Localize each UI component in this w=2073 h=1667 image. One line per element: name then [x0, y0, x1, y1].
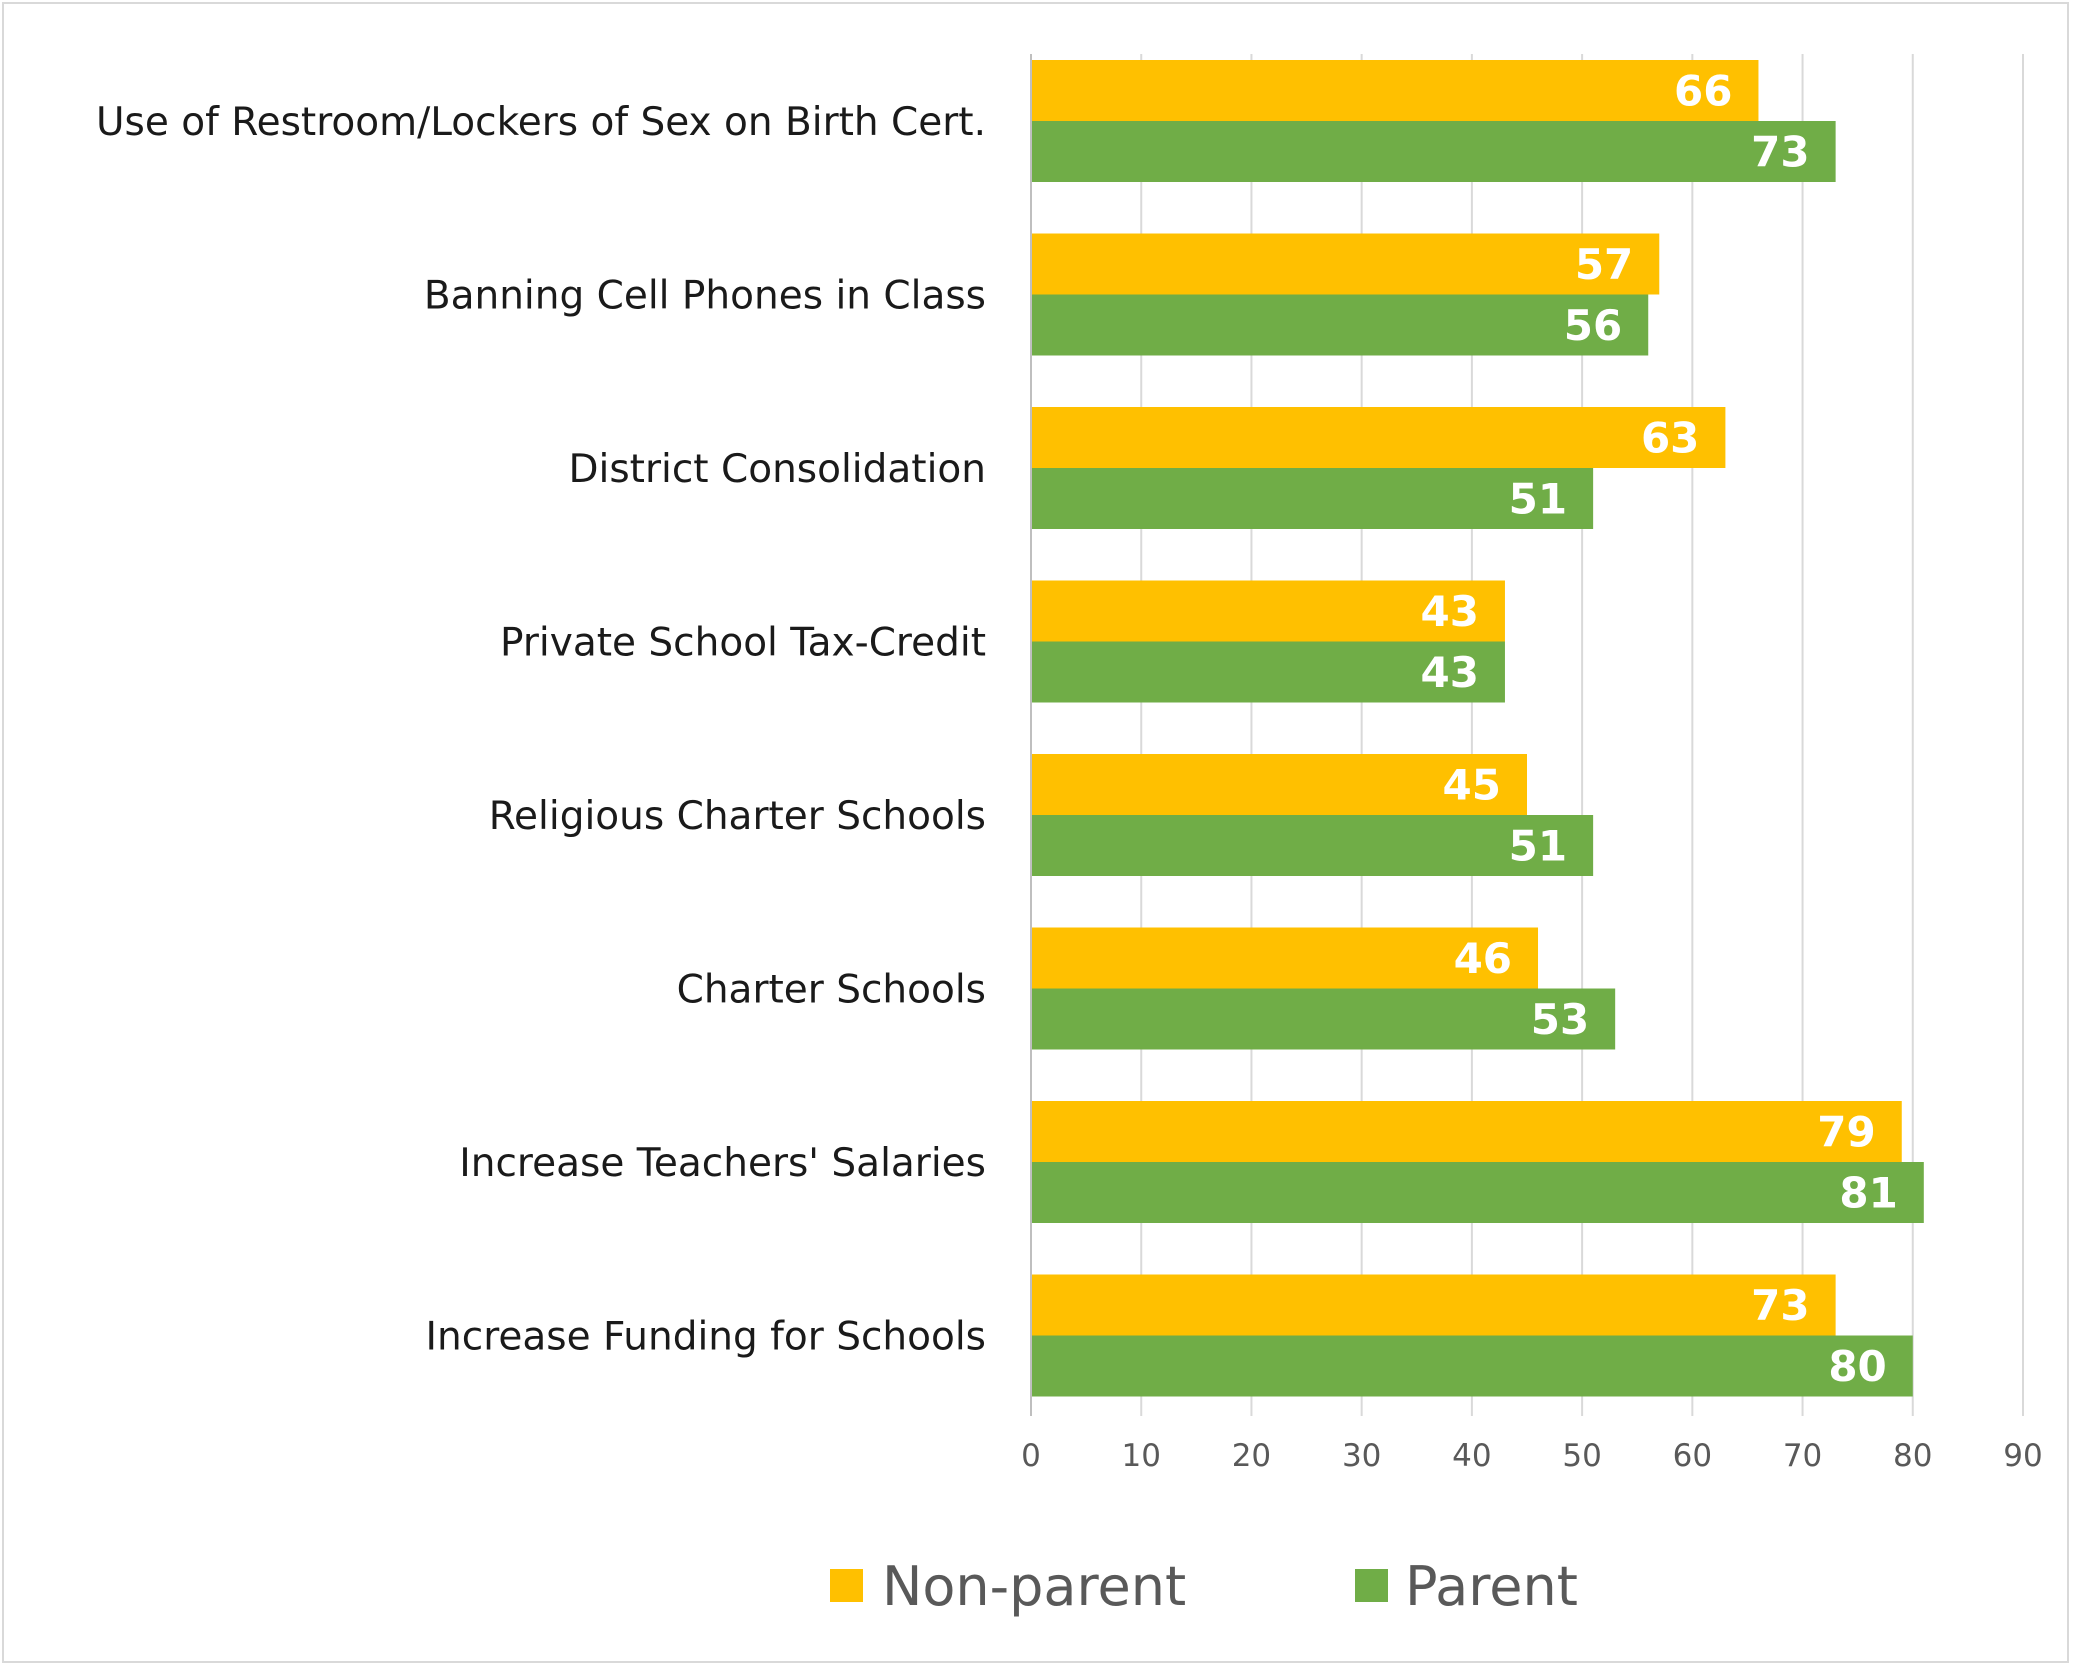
category-label: Increase Funding for Schools: [426, 1315, 986, 1360]
bar-non-parent: [1031, 407, 1726, 468]
x-tick-label: 70: [1783, 1438, 1822, 1474]
data-label: 80: [1828, 1342, 1886, 1391]
data-label: 46: [1454, 934, 1512, 983]
x-tick-label: 60: [1673, 1438, 1712, 1474]
data-label: 53: [1531, 995, 1589, 1044]
x-tick-label: 20: [1232, 1438, 1271, 1474]
bar-parent: [1031, 1335, 1913, 1397]
bar-parent: [1031, 641, 1505, 703]
data-label: 57: [1575, 240, 1633, 289]
legend: Non-parent Parent: [830, 1555, 1578, 1618]
x-tick-label: 90: [2003, 1438, 2042, 1474]
bar-non-parent: [1031, 1274, 1836, 1336]
x-tick-label: 50: [1562, 1438, 1601, 1474]
legend-swatch: [1355, 1569, 1388, 1602]
bars: [1031, 60, 1924, 1397]
bar-parent: [1031, 121, 1836, 182]
bar-parent: [1031, 1162, 1924, 1223]
data-label: 81: [1839, 1169, 1897, 1218]
data-label: 66: [1674, 67, 1732, 116]
legend-label: Parent: [1405, 1555, 1578, 1618]
bar-non-parent: [1031, 60, 1759, 121]
x-tick-label: 10: [1121, 1438, 1160, 1474]
bar-non-parent: [1031, 233, 1660, 295]
data-label: 51: [1509, 822, 1567, 871]
data-label: 63: [1641, 414, 1699, 463]
bar-non-parent: [1031, 1101, 1902, 1162]
data-label: 79: [1817, 1108, 1875, 1157]
data-label: 73: [1751, 1281, 1809, 1330]
category-label: Banning Cell Phones in Class: [424, 274, 986, 319]
x-tick-label: 0: [1021, 1438, 1041, 1474]
bar-chart: 0 10 20 30 40 50 60 70 80 90 66 73 Use of Restroom/L…: [96, 54, 2043, 1618]
category-label: Use of Restroom/Lockers of Sex on Birth …: [96, 100, 986, 145]
bar-non-parent: [1031, 580, 1505, 642]
bar-parent: [1031, 988, 1616, 1050]
data-label: 45: [1443, 761, 1501, 810]
x-tick-label: 80: [1893, 1438, 1932, 1474]
bar-parent: [1031, 468, 1594, 529]
category-label: Increase Teachers' Salaries: [459, 1141, 986, 1186]
category-label: Religious Charter Schools: [489, 794, 986, 839]
labels: 0 10 20 30 40 50 60 70 80 90 66 73 Use of Restroom/L…: [96, 67, 2043, 1475]
legend-label: Non-parent: [882, 1555, 1186, 1618]
data-label: 56: [1564, 301, 1622, 350]
legend-swatch: [830, 1569, 863, 1602]
category-label: District Consolidation: [569, 447, 987, 492]
bar-non-parent: [1031, 754, 1527, 815]
category-label: Private School Tax-Credit: [500, 621, 986, 666]
data-label: 43: [1421, 587, 1479, 636]
x-tick-label: 30: [1342, 1438, 1381, 1474]
data-label: 43: [1421, 648, 1479, 697]
bar-parent: [1031, 294, 1649, 356]
category-label: Charter Schools: [677, 968, 986, 1013]
data-label: 73: [1751, 128, 1809, 177]
bar-parent: [1031, 815, 1594, 876]
data-label: 51: [1509, 475, 1567, 524]
bar-non-parent: [1031, 927, 1539, 989]
x-tick-label: 40: [1452, 1438, 1491, 1474]
